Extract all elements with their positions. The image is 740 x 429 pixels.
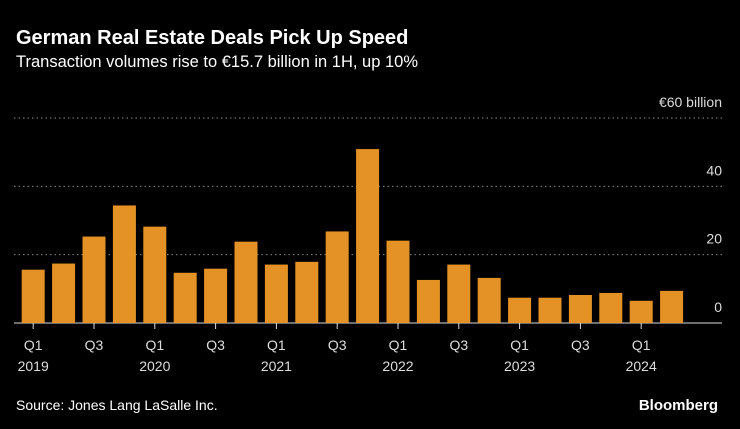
x-tick-label: Q1 2021 [261,337,292,374]
bar [629,300,653,323]
y-tick-label: 20 [706,231,722,247]
bar [204,268,228,323]
x-tick-label: Q1 2023 [504,337,535,374]
x-tick-label: Q3 [449,337,468,353]
bar [295,261,319,323]
x-tick-label: Q3 [85,337,104,353]
bar [477,277,501,323]
bar [264,264,288,323]
y-tick-label: 40 [706,162,722,178]
y-tick-label: 0 [714,299,722,315]
logo: Bloomberg [639,397,718,414]
x-tick-label: Q3 [328,337,347,353]
bar [143,226,167,323]
x-tick-label: Q1 2020 [139,337,170,374]
source: Source: Jones Lang LaSalle Inc. [16,397,218,413]
bar [416,279,440,323]
x-tick-label: Q1 2022 [382,337,413,374]
bar [660,290,684,323]
bar [538,297,562,323]
bar [173,272,197,323]
y-tick-label: €60 billion [659,94,722,110]
bar [568,294,592,323]
chart-subtitle: Transaction volumes rise to €15.7 billio… [16,53,418,71]
bar [112,205,136,323]
bar [82,236,106,323]
bar [447,264,471,323]
x-tick-label: Q3 [206,337,225,353]
bar [21,269,45,323]
bar [508,297,532,323]
x-tick-label: Q1 2024 [626,337,657,374]
bar [325,231,349,323]
bar [234,241,258,323]
chart-title: German Real Estate Deals Pick Up Speed [16,27,408,49]
bar [52,263,76,323]
x-tick-label: Q1 2019 [18,337,49,374]
x-tick-label: Q3 [571,337,590,353]
bar [356,149,380,323]
bar [599,292,623,323]
bar [386,240,410,323]
